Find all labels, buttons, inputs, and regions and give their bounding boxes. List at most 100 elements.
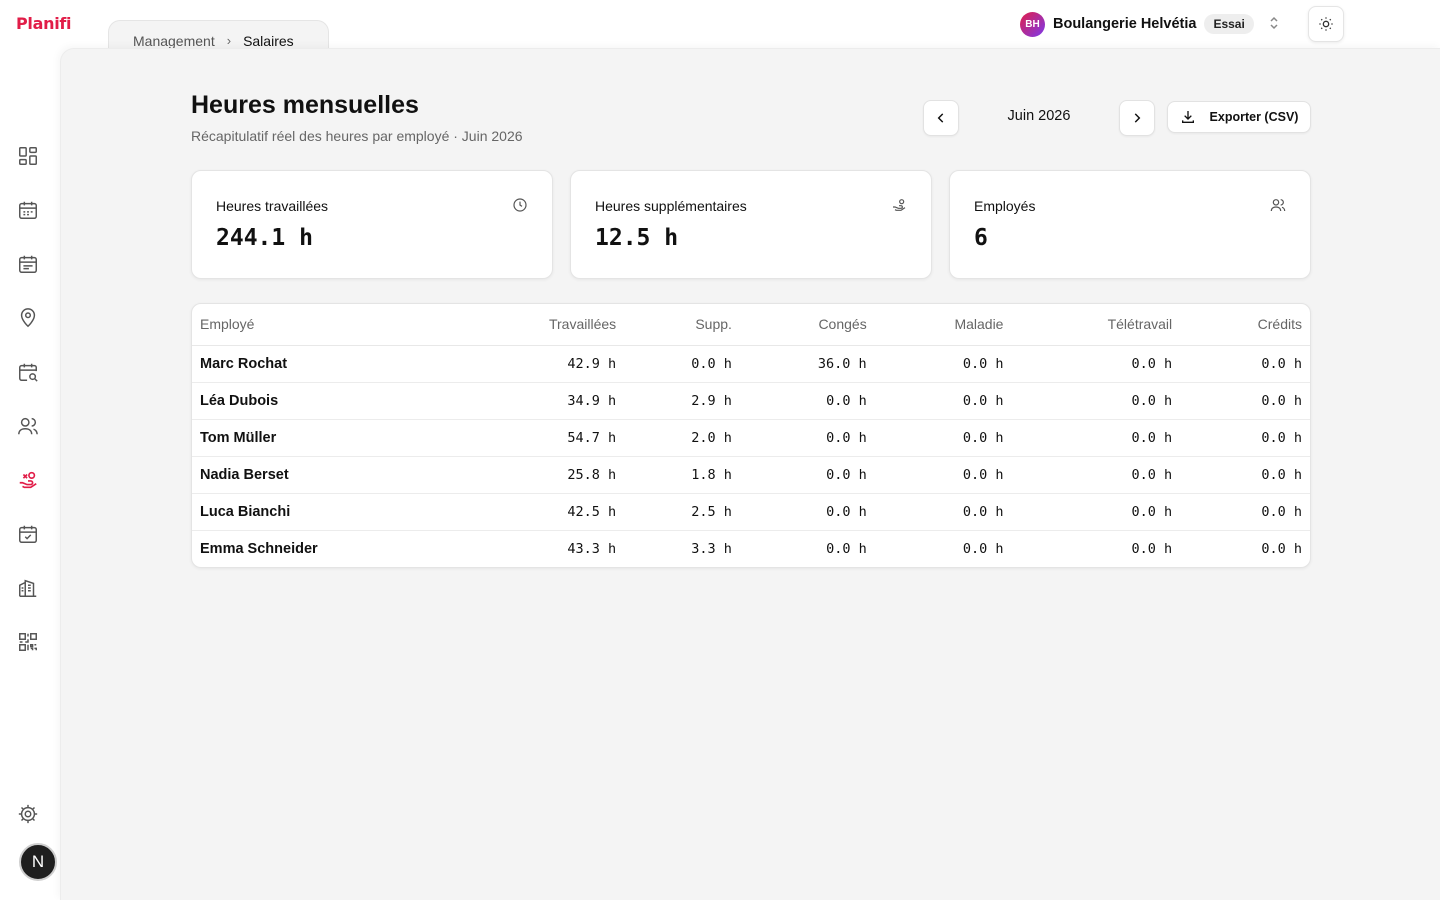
sick-hours: 0.0 h — [874, 345, 1012, 383]
table-row[interactable]: Tom Müller 54.7 h 2.0 h 0.0 h 0.0 h 0.0 … — [192, 419, 1310, 457]
worked-hours: 43.3 h — [567, 540, 617, 557]
sidebar-item-locations[interactable] — [14, 304, 42, 332]
card-label: Heures supplémentaires — [595, 198, 747, 214]
card-value: 12.5 h — [595, 225, 679, 251]
overtime-hours: 0.0 h — [624, 345, 740, 383]
employee-name: Nadia Berset — [192, 456, 472, 494]
remote-hours: 0.0 h — [1011, 382, 1181, 420]
main-content: Heures mensuelles Récapitulatif réel des… — [60, 48, 1440, 900]
table-row[interactable]: Emma Schneider 43.3 h 3.3 h 0.0 h 0.0 h … — [192, 530, 1310, 567]
user-avatar[interactable]: N — [19, 843, 57, 881]
column-header-credits[interactable]: Crédits — [1180, 304, 1310, 346]
remote-hours: 0.0 h — [1011, 493, 1181, 531]
current-month: Juin 2026 — [1007, 108, 1071, 124]
credit-hours: 0.0 h — [1180, 345, 1310, 383]
overtime-hours: 3.3 h — [691, 540, 732, 557]
sidebar-item-company[interactable] — [14, 574, 42, 602]
leave-hours: 0.0 h — [739, 419, 875, 457]
sidebar-item-dashboard[interactable] — [14, 142, 42, 170]
leave-hours: 0.0 h — [739, 456, 875, 494]
chevron-left-icon — [937, 113, 944, 123]
leave-hours: 0.0 h — [826, 540, 867, 557]
calendar-check-icon — [19, 525, 37, 543]
card-value: 6 — [974, 225, 988, 251]
card-value: 244.1 h — [216, 225, 313, 251]
next-month-button[interactable] — [1119, 100, 1155, 136]
schedule-icon — [19, 255, 37, 273]
employee-name: Léa Dubois — [192, 382, 472, 420]
users-icon — [1270, 199, 1286, 212]
org-switcher[interactable]: BH Boulangerie Helvétia Essai — [1020, 11, 1280, 37]
remote-hours: 0.0 h — [1131, 540, 1173, 557]
stat-card-overtime-hours: Heures supplémentaires 12.5 h — [570, 170, 932, 279]
remote-hours: 0.0 h — [1011, 345, 1181, 383]
column-header-sick[interactable]: Maladie — [874, 304, 1012, 346]
chevron-right-icon: › — [226, 33, 232, 48]
export-csv-button[interactable]: Exporter (CSV) — [1167, 101, 1311, 133]
overtime-hours: 2.9 h — [624, 382, 740, 420]
sick-hours: 0.0 h — [874, 419, 1012, 457]
breadcrumb-parent[interactable]: Management — [133, 32, 215, 49]
sidebar-item-users[interactable] — [14, 412, 42, 440]
calendar-icon — [19, 201, 37, 219]
building-icon — [19, 579, 37, 597]
remote-hours: 0.0 h — [1011, 456, 1181, 494]
calendar-search-icon — [19, 363, 38, 382]
leave-hours: 0.0 h — [739, 493, 875, 531]
theme-toggle-button[interactable] — [1308, 6, 1344, 42]
org-name: Boulangerie Helvétia — [1053, 16, 1197, 32]
sidebar-item-calendar-search[interactable] — [14, 358, 42, 386]
worked-hours: 42.5 h — [471, 493, 625, 531]
previous-month-button[interactable] — [923, 100, 959, 136]
app-logo[interactable]: Planifi — [16, 14, 72, 33]
sick-hours: 0.0 h — [962, 540, 1004, 557]
sidebar-item-settings[interactable] — [14, 800, 42, 828]
sidebar-item-qr[interactable] — [14, 628, 42, 656]
sidebar-item-schedule[interactable] — [14, 250, 42, 278]
sick-hours: 0.0 h — [874, 382, 1012, 420]
sidebar-item-salaries[interactable] — [14, 466, 42, 494]
dashboard-icon — [19, 147, 37, 165]
org-avatar: BH — [1020, 11, 1045, 37]
qr-code-icon — [19, 633, 37, 651]
chevron-right-icon — [1134, 113, 1141, 123]
column-header-worked[interactable]: Travaillées — [471, 304, 625, 346]
sick-hours: 0.0 h — [874, 493, 1012, 531]
column-header-overtime[interactable]: Supp. — [624, 304, 740, 346]
worked-hours: 42.9 h — [471, 345, 625, 383]
card-label: Heures travaillées — [216, 198, 329, 214]
page-subtitle: Récapitulatif réel des heures par employ… — [191, 128, 523, 144]
table-row[interactable]: Luca Bianchi 42.5 h 2.5 h 0.0 h 0.0 h 0.… — [192, 493, 1310, 531]
page-title: Heures mensuelles — [191, 91, 419, 119]
credit-hours: 0.0 h — [1180, 382, 1310, 420]
worked-hours: 34.9 h — [471, 382, 625, 420]
table-row[interactable]: Marc Rochat 42.9 h 0.0 h 36.0 h 0.0 h 0.… — [192, 345, 1310, 383]
hours-table: Employé Travaillées Supp. Congés Maladie… — [191, 303, 1311, 568]
users-icon — [18, 417, 38, 435]
remote-hours: 0.0 h — [1011, 419, 1181, 457]
table-row[interactable]: Nadia Berset 25.8 h 1.8 h 0.0 h 0.0 h 0.… — [192, 456, 1310, 494]
employee-name: Marc Rochat — [192, 345, 472, 383]
overtime-hours: 2.5 h — [624, 493, 740, 531]
sidebar-item-calendar[interactable] — [14, 196, 42, 224]
column-header-remote[interactable]: Télétravail — [1011, 304, 1181, 346]
table-row[interactable]: Léa Dubois 34.9 h 2.9 h 0.0 h 0.0 h 0.0 … — [192, 382, 1310, 420]
table-header-row: Employé Travaillées Supp. Congés Maladie… — [192, 304, 1310, 346]
credit-hours: 0.0 h — [1180, 456, 1310, 494]
hand-coins-icon — [893, 199, 906, 211]
column-header-leave[interactable]: Congés — [739, 304, 875, 346]
salary-hand-coins-icon — [19, 471, 37, 489]
chevron-up-down-icon[interactable] — [1268, 16, 1280, 33]
gear-icon — [18, 804, 38, 824]
sick-hours: 0.0 h — [874, 456, 1012, 494]
stat-card-worked-hours: Heures travaillées 244.1 h — [191, 170, 553, 279]
sidebar-item-calendar-check[interactable] — [14, 520, 42, 548]
leave-hours: 0.0 h — [739, 382, 875, 420]
stat-card-employees: Employés 6 — [949, 170, 1311, 279]
employee-name: Luca Bianchi — [192, 493, 472, 531]
export-label: Exporter (CSV) — [1209, 110, 1299, 124]
column-header-employee[interactable]: Employé — [192, 304, 472, 346]
location-pin-icon — [20, 308, 36, 328]
card-label: Employés — [974, 198, 1036, 214]
credit-hours: 0.0 h — [1180, 493, 1310, 531]
